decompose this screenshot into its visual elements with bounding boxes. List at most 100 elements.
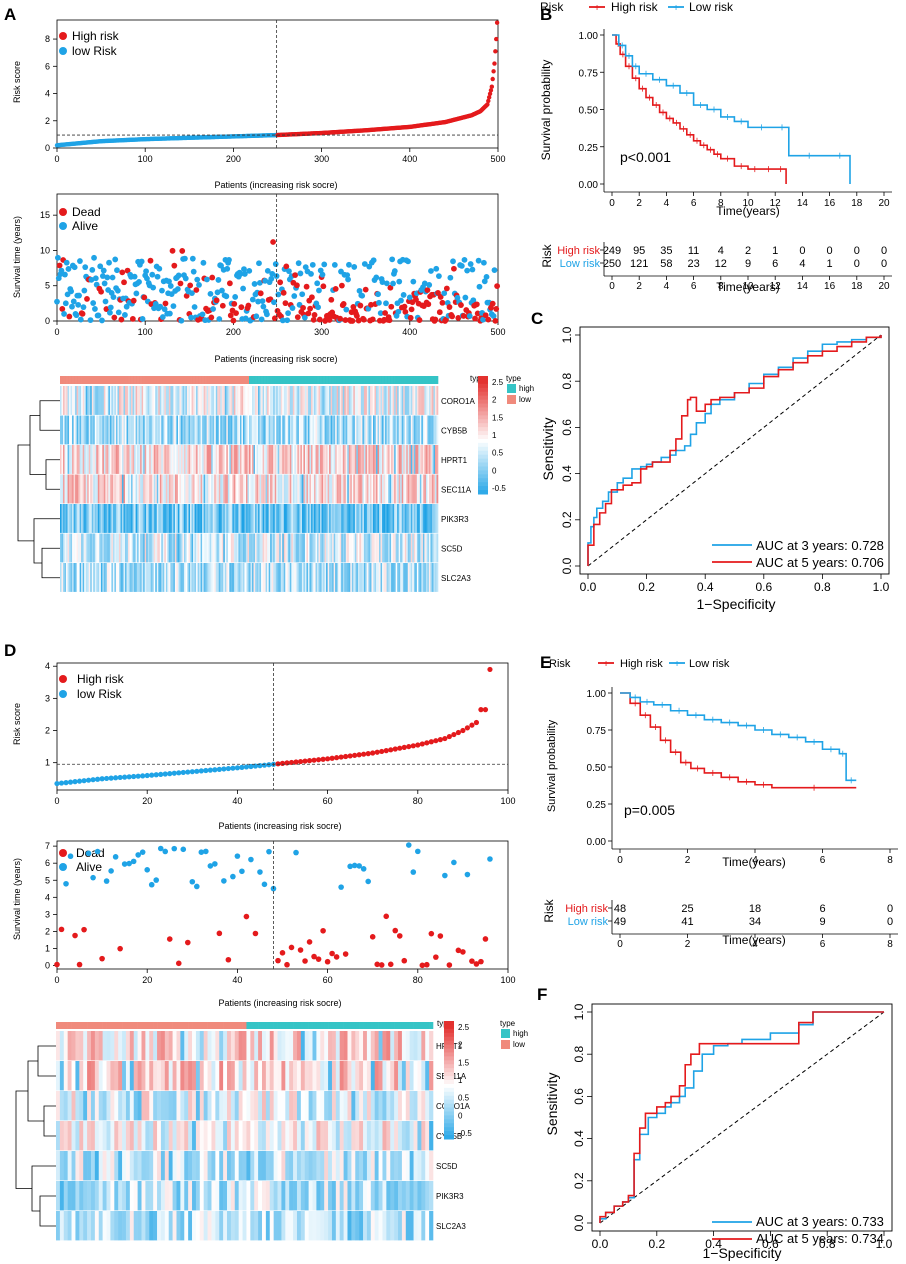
a-heat-type-cell — [167, 376, 170, 384]
a-heat-cell — [333, 415, 336, 445]
a-heat-cell — [236, 533, 239, 563]
a-surv-point — [326, 317, 333, 323]
a-heat-cell — [271, 474, 274, 504]
d-heat-cell — [129, 1121, 135, 1151]
d-risk-point — [63, 780, 69, 786]
d-heat-cell — [141, 1211, 146, 1241]
a-heat-cell — [271, 445, 274, 474]
d-heat-cell — [328, 1151, 333, 1181]
d-heat-cell — [157, 1031, 162, 1061]
a-heat-cell — [76, 415, 79, 445]
d-heat-cell — [211, 1181, 216, 1211]
a-heat-cell — [114, 445, 117, 474]
a-heat-cell — [167, 386, 170, 415]
a-surv-point — [286, 268, 292, 275]
a-heat-cell — [190, 386, 192, 415]
d-heat-cell — [153, 1061, 158, 1091]
d-heat-cell — [300, 1061, 306, 1091]
a-heat-cell — [332, 533, 334, 563]
a-heat-cell — [193, 415, 195, 445]
d-heat-gene-label: SC5D — [436, 1162, 458, 1171]
a-heat-cell — [128, 445, 130, 474]
a-heat-cell — [285, 563, 288, 592]
d-heat-cell — [227, 1181, 232, 1211]
b-table-xtick-label: 0 — [609, 281, 615, 292]
a-heat-cell — [134, 533, 136, 563]
a-heat-cell — [91, 563, 94, 592]
d-heat-cell — [172, 1061, 177, 1091]
a-surv-point — [476, 283, 483, 290]
a-heat-type-cell — [276, 376, 279, 384]
d-heat-legend-swatch — [444, 1048, 454, 1053]
a-surv-point — [319, 271, 326, 278]
a-heat-cell — [410, 474, 413, 504]
a-heat-cell — [400, 415, 403, 445]
d-heat-cell — [382, 1151, 387, 1181]
a-heat-cell — [70, 563, 73, 592]
a-heat-dendro-b5 — [33, 518, 60, 564]
a-heat-cell — [327, 563, 330, 592]
a-heat-cell — [164, 415, 167, 445]
d-risk-point — [347, 753, 353, 759]
a-heat-cell — [294, 415, 297, 445]
a-surv-point — [84, 295, 90, 302]
a-heat-type-cell — [262, 376, 265, 384]
d-heat-cell — [79, 1181, 84, 1211]
d-heat-cell — [87, 1031, 92, 1061]
a-heat-cell — [190, 415, 192, 445]
d-heat-legend-swatch — [444, 1032, 454, 1038]
d-heat-cell — [137, 1031, 142, 1061]
a-heat-cell — [238, 445, 241, 474]
a-heat-cell — [400, 386, 403, 415]
d-heat-cell — [137, 1211, 142, 1241]
a-heat-cell — [75, 445, 77, 474]
d-heat-cell — [114, 1121, 119, 1151]
a-heat-cell — [351, 445, 354, 474]
a-heat-cell — [115, 445, 118, 474]
a-heat-type-cell — [134, 376, 136, 384]
a-surv-point — [416, 317, 423, 323]
a-heat-type-cell — [196, 376, 198, 384]
a-heat-cell — [258, 386, 260, 415]
a-heat-cell — [341, 445, 344, 474]
a-heat-cell — [202, 474, 204, 504]
a-heat-type-cell — [323, 376, 325, 384]
f-xtick-label: 0.2 — [648, 1237, 665, 1251]
d-heat-cell — [413, 1091, 418, 1121]
a-heat-cell — [286, 533, 289, 563]
a-heat-cell — [112, 533, 115, 563]
a-heat-cell — [329, 563, 331, 592]
d-heat-cell — [242, 1121, 247, 1151]
d-heat-cell — [409, 1211, 414, 1241]
a-heat-cell — [111, 445, 114, 474]
a-heat-cell — [132, 386, 135, 415]
d-surv-point — [279, 950, 286, 956]
a-heat-cell — [422, 563, 425, 592]
a-heat-cell — [224, 445, 227, 474]
a-heat-cell — [336, 533, 339, 563]
a-heat-cell — [205, 563, 207, 592]
a-heat-cell — [177, 445, 180, 474]
d-surv-legend-alive-dot — [59, 863, 67, 871]
a-heat-type-cell — [282, 376, 285, 384]
d-heat-cell — [203, 1121, 208, 1151]
d-surv-point — [203, 848, 209, 855]
a-heat-cell — [167, 533, 170, 563]
a-heat-cell — [301, 474, 304, 504]
a-heat-type-cell — [212, 376, 215, 384]
a-surv-point — [238, 304, 245, 311]
a-heat-legend-swatch — [478, 427, 488, 432]
d-risk-point — [306, 758, 313, 764]
a-heat-cell — [188, 474, 191, 504]
d-heat-cell — [308, 1061, 313, 1091]
d-risk-legend-low-dot — [59, 690, 67, 698]
a-heat-legend-swatch — [478, 446, 488, 452]
d-surv-ytick-label: 4 — [45, 892, 50, 902]
d-heat-cell — [269, 1211, 274, 1241]
a-heat-cell — [188, 445, 191, 474]
d-heat-cell — [195, 1061, 201, 1091]
a-risk-point — [489, 84, 495, 89]
d-heat-cell — [296, 1181, 302, 1211]
a-heat-cell — [407, 445, 410, 474]
d-surv-point — [81, 926, 87, 933]
